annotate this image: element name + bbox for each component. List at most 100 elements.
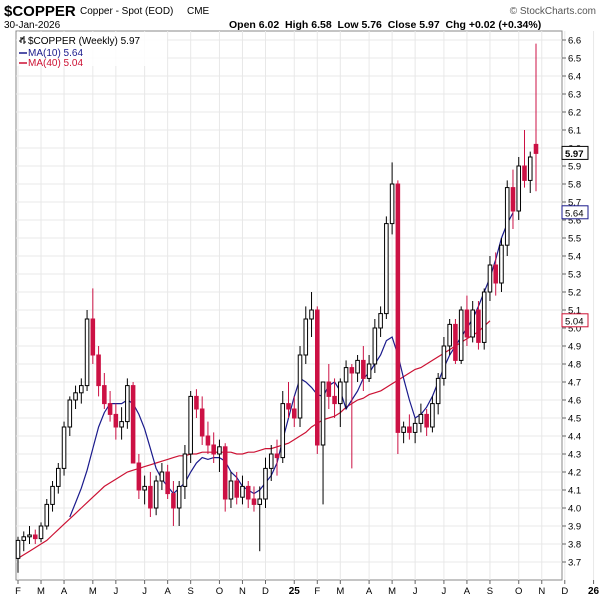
- price-bar: [447, 319, 452, 355]
- price-bar: [32, 529, 38, 544]
- bar-body: [142, 485, 147, 491]
- price-bar: [102, 373, 107, 409]
- x-tick-label: A: [464, 586, 471, 597]
- price-bar: [516, 157, 522, 220]
- price-bar: [240, 475, 245, 505]
- x-tick-label: A: [366, 586, 373, 597]
- bar-body: [355, 359, 360, 374]
- y-tick-label: 4.2: [568, 468, 581, 479]
- price-bar: [96, 346, 101, 397]
- bar-body: [125, 385, 130, 423]
- bar-body: [280, 403, 286, 459]
- bar-body: [274, 453, 280, 459]
- x-tick-label: O: [515, 586, 522, 597]
- x-tick-label: M: [336, 586, 344, 597]
- legend: $COPPER (Weekly) 5.97 MA(10) 5.64 MA(40)…: [17, 32, 167, 69]
- price-bar: [268, 445, 274, 481]
- bar-body: [435, 377, 441, 405]
- bar-body: [107, 403, 113, 415]
- bar-body: [251, 498, 257, 505]
- bar-body: [338, 381, 343, 405]
- price-bar: [15, 536, 21, 573]
- bar-body: [32, 534, 38, 540]
- y-tick-label: 5.4: [568, 252, 581, 263]
- price-bar: [234, 472, 239, 505]
- bar-body: [56, 467, 61, 487]
- bar-body: [527, 156, 533, 181]
- x-tick-label: F: [314, 586, 320, 597]
- chart-description: Copper - Spot (EOD): [80, 6, 173, 17]
- price-bar: [332, 378, 337, 418]
- x-tick-label: N: [239, 586, 246, 597]
- ma40-line: [17, 320, 491, 559]
- price-bar: [245, 481, 251, 508]
- y-tick-label: 4.7: [568, 378, 581, 389]
- bar-body: [286, 403, 291, 410]
- x-tick-label: D: [561, 586, 568, 597]
- legend-background: [17, 32, 167, 66]
- price-bar: [533, 43, 539, 192]
- x-tick-label: A: [61, 586, 68, 597]
- x-tick-label: M: [89, 586, 97, 597]
- price-flag-text: 5.04: [565, 316, 584, 327]
- bar-body: [205, 435, 211, 446]
- y-tick-label: 4.3: [568, 450, 581, 461]
- price-bar: [205, 421, 211, 454]
- price-bar: [487, 256, 493, 301]
- bar-body: [418, 413, 424, 424]
- price-bar: [79, 378, 84, 404]
- bar-body: [61, 426, 67, 469]
- bar-body: [303, 318, 309, 356]
- bar-body: [464, 309, 470, 338]
- price-flag-text: 5.64: [565, 208, 584, 219]
- price-bars: [15, 43, 539, 573]
- ma40-path: [17, 320, 491, 559]
- price-bar: [349, 364, 355, 469]
- price-bar: [217, 439, 222, 472]
- y-tick-label: 5.8: [568, 180, 581, 191]
- price-bar: [142, 475, 147, 505]
- price-flag-blue: 5.64: [561, 205, 589, 220]
- price-bar: [412, 418, 418, 444]
- price-flag-box: [561, 205, 589, 220]
- bar-body: [15, 539, 21, 559]
- bar-body: [441, 345, 447, 379]
- x-axis-ticks: FMAMJJASOND25FMAMJJASOND26FM: [15, 580, 600, 597]
- bar-body: [148, 485, 153, 509]
- price-bar: [464, 295, 470, 346]
- bar-body: [222, 446, 228, 500]
- bar-body: [113, 413, 119, 428]
- price-bar: [366, 355, 372, 382]
- x-tick-label: A: [164, 586, 171, 597]
- price-bar: [113, 403, 119, 440]
- bar-body: [44, 503, 50, 527]
- bar-body: [188, 395, 193, 455]
- price-flag-box: [561, 145, 589, 160]
- bar-body: [395, 183, 401, 433]
- bar-body: [366, 363, 372, 379]
- x-tick-label: J: [413, 586, 418, 597]
- price-bar: [291, 396, 297, 427]
- bar-body: [153, 480, 159, 509]
- price-bar: [67, 396, 73, 436]
- y-tick-label: 5.5: [568, 234, 581, 245]
- bar-body: [257, 498, 263, 505]
- price-bar: [228, 472, 234, 508]
- price-bar: [522, 130, 527, 188]
- watermark: © StockCharts.com: [510, 6, 596, 17]
- bar-body: [176, 485, 182, 509]
- price-bar: [199, 396, 205, 445]
- bar-body: [79, 385, 84, 394]
- price-labels: 5.97 5.64 5.04: [561, 145, 589, 328]
- bar-body: [211, 444, 216, 455]
- bar-body: [228, 480, 234, 500]
- price-bar: [499, 238, 504, 292]
- ohlc-readout: Open 6.02 High 6.58 Low 5.76 Close 5.97 …: [229, 19, 541, 31]
- price-bar: [430, 396, 435, 433]
- price-bar: [372, 319, 378, 373]
- bar-body: [401, 426, 406, 433]
- price-bar: [274, 439, 280, 476]
- chart-date: 30-Jan-2026: [4, 20, 61, 31]
- bar-body: [470, 309, 475, 338]
